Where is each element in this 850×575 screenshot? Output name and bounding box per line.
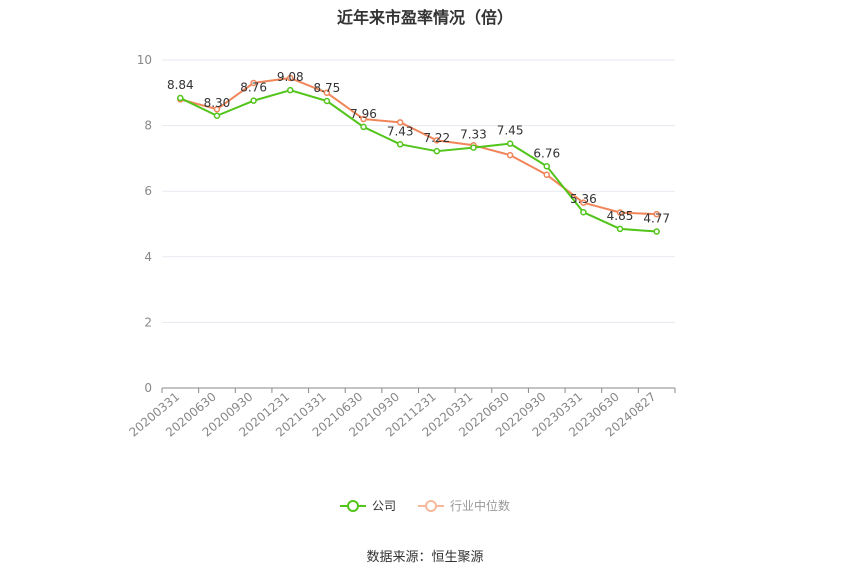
data-point-company (323, 97, 331, 105)
legend-marker-industry (418, 499, 444, 513)
data-point-company (287, 86, 294, 94)
data-label: 8.84 (167, 78, 194, 92)
series-line-company (179, 89, 657, 233)
data-point-company (360, 123, 367, 131)
data-point-industry (616, 209, 624, 216)
data-label: 8.30 (204, 96, 231, 110)
y-tick-label: 10 (137, 53, 152, 67)
data-point-company (616, 225, 624, 233)
data-point-industry (250, 79, 257, 87)
data-point-company (433, 147, 441, 155)
legend-label-company: 公司 (371, 499, 396, 513)
chart-title: 近年来市盈率情况（倍） (336, 8, 513, 27)
data-label: 7.22 (423, 131, 450, 145)
data-label: 7.45 (497, 124, 524, 138)
data-point-industry (213, 105, 221, 113)
data-label: 5.36 (570, 192, 597, 206)
data-point-industry (543, 171, 550, 179)
data-point-industry (506, 151, 514, 159)
data-label: 7.43 (387, 124, 414, 138)
data-label: 9.08 (277, 70, 304, 84)
legend-item-company[interactable]: 公司 (339, 497, 396, 514)
data-point-industry (360, 115, 367, 123)
data-point-company (213, 112, 221, 120)
legend: 公司 行业中位数 (0, 497, 850, 514)
data-point-company (396, 141, 404, 148)
legend-item-industry[interactable]: 行业中位数 (418, 497, 510, 514)
data-point-industry (433, 137, 441, 144)
y-axis: 0 2 4 6 8 10 (137, 53, 152, 395)
data-label: 4.77 (643, 212, 670, 226)
series-group (177, 74, 660, 235)
data-label: 6.76 (533, 146, 560, 160)
series-line-industry (180, 77, 657, 216)
data-label: 7.33 (460, 128, 487, 142)
data-point-industry (580, 199, 587, 206)
data-point-company (250, 97, 257, 104)
data-label: 8.75 (314, 81, 341, 95)
data-labels: 8.84 8.30 8.76 9.08 8.75 7.96 7.43 7.22 7.33 7.45… (167, 70, 670, 225)
data-point-industry (323, 89, 331, 97)
x-axis: 2020033120200630202009302020123120210331… (126, 387, 676, 440)
data-point-company (470, 144, 477, 151)
data-point-company (653, 228, 660, 235)
data-point-company (580, 208, 587, 216)
data-point-industry (396, 119, 404, 126)
data-point-company (177, 94, 184, 102)
data-label: 4.85 (607, 209, 634, 223)
legend-marker-company (339, 499, 366, 513)
data-point-industry (287, 74, 294, 82)
data-source: 数据来源：恒生聚源 (366, 550, 484, 565)
y-tick-label: 0 (144, 381, 152, 395)
y-tick-label: 2 (144, 315, 152, 329)
data-label: 8.76 (240, 81, 267, 95)
line-chart: 0 2 4 6 8 10 20200331202006302020093020201231… (126, 53, 676, 440)
grid-lines (162, 59, 675, 323)
y-tick-label: 6 (144, 184, 152, 198)
y-tick-label: 8 (144, 119, 152, 133)
y-tick-label: 4 (144, 250, 152, 264)
data-point-company (506, 140, 514, 147)
legend-label-industry: 行业中位数 (450, 499, 511, 513)
data-point-company (543, 163, 550, 170)
data-point-industry (653, 210, 660, 218)
data-label: 7.96 (350, 107, 377, 121)
